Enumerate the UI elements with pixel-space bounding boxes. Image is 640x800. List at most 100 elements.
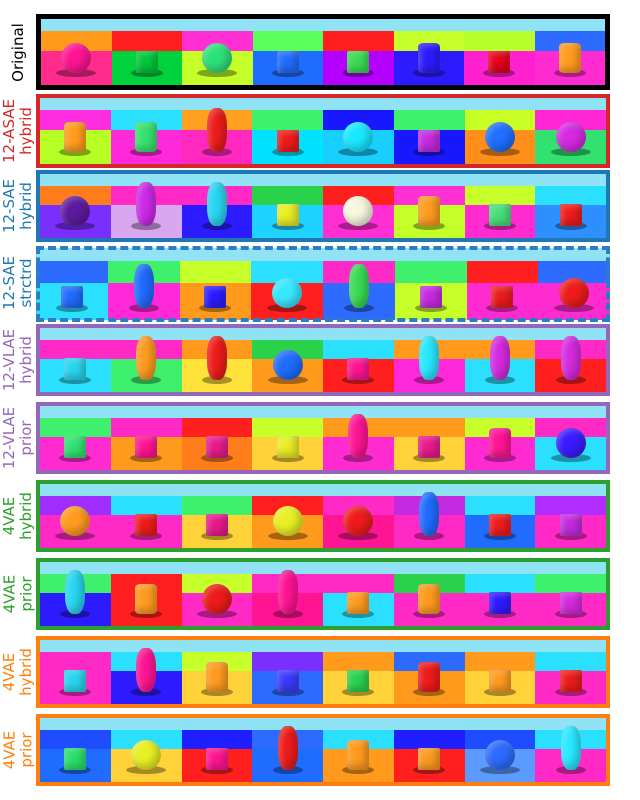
scene-wall xyxy=(393,573,465,593)
row-label-line: 12-ASAE xyxy=(0,99,19,163)
scene-sky xyxy=(181,174,253,186)
scene-object-sphere xyxy=(343,506,374,536)
row-label-line: hybrid xyxy=(17,182,36,230)
scene-wall xyxy=(181,651,253,671)
row-label-4vae-prior-b: 4VAE prior xyxy=(0,712,36,788)
row-label-line: 12-SAE xyxy=(0,255,19,311)
scene-object-capsule xyxy=(348,414,369,458)
scene-object-cube xyxy=(276,130,299,152)
object-shadow xyxy=(479,766,520,774)
scene-object-cyl xyxy=(64,122,87,152)
scene-sky xyxy=(535,484,606,496)
scene-image xyxy=(252,174,323,238)
scene-wall xyxy=(181,729,253,749)
scene-image xyxy=(393,484,465,548)
row-label-line: prior xyxy=(17,576,35,612)
scene-sky xyxy=(40,484,111,496)
scene-image xyxy=(182,19,253,85)
scene-sky xyxy=(464,484,536,496)
scene-wall xyxy=(110,109,182,130)
scene-object-cube xyxy=(488,204,511,226)
scene-wall xyxy=(252,417,323,437)
scene-sky xyxy=(535,174,606,186)
scene-sky xyxy=(110,484,182,496)
scene-sky xyxy=(535,98,606,110)
scene-sky xyxy=(181,406,253,418)
scene-object-capsule xyxy=(419,492,440,536)
scene-wall xyxy=(40,495,111,515)
scene-sky xyxy=(110,98,182,110)
scene-wall xyxy=(464,417,536,437)
object-shadow xyxy=(413,222,446,230)
image-strip-vlae12_hybrid xyxy=(36,324,610,396)
scene-image xyxy=(393,98,465,164)
scene-object-cube xyxy=(204,286,227,308)
scene-sky xyxy=(535,640,606,652)
scene-sky xyxy=(393,174,465,186)
scene-object-sphere xyxy=(202,43,233,73)
scene-sky xyxy=(40,562,111,574)
object-shadow xyxy=(130,610,163,618)
scene-object-cyl xyxy=(488,428,511,458)
scene-image xyxy=(535,406,606,470)
row-label-line: hybrid xyxy=(17,492,36,540)
object-shadow xyxy=(414,304,447,312)
scene-sky xyxy=(323,19,394,31)
scene-wall xyxy=(393,109,465,130)
scene-object-cube xyxy=(347,358,370,380)
scene-object-cyl xyxy=(418,662,441,692)
object-shadow xyxy=(483,532,516,540)
image-strip-vae4_hybrid xyxy=(36,480,610,552)
scene-image xyxy=(111,19,182,85)
object-shadow xyxy=(483,454,516,462)
scene-object-cyl xyxy=(135,122,158,152)
scene-sky xyxy=(110,640,182,652)
scene-wall xyxy=(323,109,394,130)
scene-wall xyxy=(111,30,182,51)
scene-wall xyxy=(464,495,536,515)
object-shadow xyxy=(55,304,88,312)
strip-cells xyxy=(40,328,606,392)
scene-wall xyxy=(181,495,253,515)
scene-wall xyxy=(535,185,606,205)
scene-object-cube xyxy=(491,286,514,308)
scene-object-cube xyxy=(418,130,441,152)
object-shadow xyxy=(128,304,159,312)
object-shadow xyxy=(486,304,519,312)
object-shadow xyxy=(271,688,304,696)
scene-image xyxy=(464,98,536,164)
scene-sky xyxy=(464,562,536,574)
object-shadow xyxy=(131,688,162,696)
scene-sky xyxy=(466,248,539,261)
scene-image xyxy=(110,562,182,626)
scene-image xyxy=(323,484,394,548)
scene-wall xyxy=(393,651,465,671)
scene-wall xyxy=(110,417,182,437)
scene-wall xyxy=(181,417,253,437)
scene-object-sphere xyxy=(272,506,303,536)
scene-object-cube xyxy=(347,592,370,614)
scene-object-cube xyxy=(559,670,582,692)
scene-wall xyxy=(394,260,467,283)
scene-object-sphere xyxy=(559,278,590,308)
scene-object-cube xyxy=(488,514,511,536)
scene-sky xyxy=(181,484,253,496)
scene-image xyxy=(40,98,111,164)
scene-object-cube xyxy=(64,748,87,770)
object-shadow xyxy=(414,376,445,384)
scene-sky xyxy=(393,328,465,340)
scene-image xyxy=(323,328,394,392)
scene-object-cube xyxy=(135,436,158,458)
image-strip-vlae12_prior xyxy=(36,402,610,474)
object-shadow xyxy=(272,766,303,774)
scene-object-sphere xyxy=(484,740,515,770)
scene-image xyxy=(393,562,465,626)
scene-image xyxy=(464,406,536,470)
scene-image xyxy=(110,718,182,782)
scene-sky xyxy=(323,640,394,652)
scene-sky xyxy=(40,406,111,418)
scene-sky xyxy=(323,718,394,730)
scene-object-sphere xyxy=(272,350,303,380)
scene-image xyxy=(393,406,465,470)
scene-sky xyxy=(323,328,394,340)
